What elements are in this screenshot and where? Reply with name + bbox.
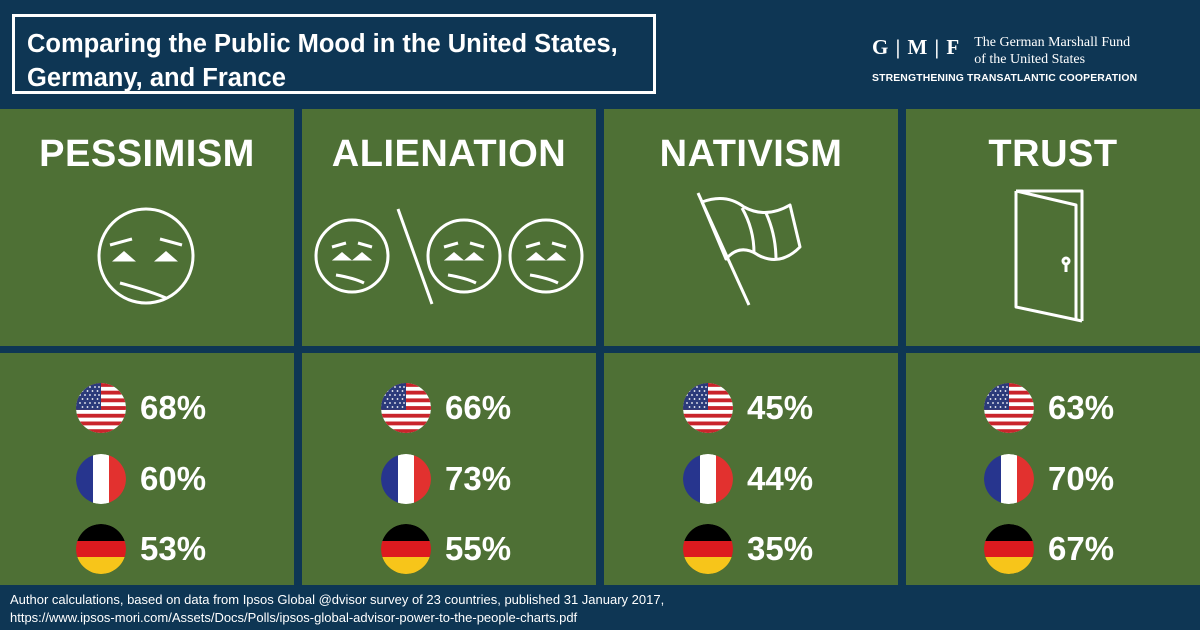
trust-header-panel: TRUST <box>906 109 1200 346</box>
us-flag-icon <box>76 383 126 433</box>
value-row-germany: 53% <box>76 524 206 574</box>
value-row-us: 63% <box>984 383 1114 433</box>
open-door-icon <box>1014 189 1084 323</box>
germany-flag-icon <box>76 524 126 574</box>
value-germany: 67% <box>1048 530 1115 567</box>
gmf-name-line2: of the United States <box>974 52 1086 67</box>
sad-face-icon <box>97 207 195 305</box>
value-us: 63% <box>1048 389 1115 426</box>
value-france: 44% <box>747 460 814 497</box>
alienated-faces-icon <box>314 208 584 305</box>
value-germany: 53% <box>140 530 207 567</box>
page-title-line2: Germany, and France <box>27 64 286 92</box>
value-france: 73% <box>445 460 512 497</box>
germany-flag-icon <box>683 524 733 574</box>
value-row-germany: 55% <box>381 524 511 574</box>
value-us: 45% <box>747 389 814 426</box>
value-row-us: 66% <box>381 383 511 433</box>
waving-flag-icon <box>696 192 802 306</box>
us-flag-icon <box>381 383 431 433</box>
value-germany: 55% <box>445 530 512 567</box>
nativism-header-panel: NATIVISM <box>604 109 898 346</box>
france-flag-icon <box>683 454 733 504</box>
value-row-us: 68% <box>76 383 206 433</box>
value-row-germany: 67% <box>984 524 1114 574</box>
category-title-alienation: ALIENATION <box>331 133 567 175</box>
nativism-values-panel: 45% 44% 35% <box>604 353 898 585</box>
germany-flag-icon <box>984 524 1034 574</box>
gmf-brand: G | M | F The German Marshall Fund of th… <box>872 34 1172 84</box>
category-title-pessimism: PESSIMISM <box>39 133 255 175</box>
germany-flag-icon <box>381 524 431 574</box>
us-flag-icon <box>984 383 1034 433</box>
gmf-name-line1: The German Marshall Fund <box>974 35 1131 50</box>
page-title-line1: Comparing the Public Mood in the United … <box>27 30 618 58</box>
gmf-tagline: STRENGTHENING TRANSATLANTIC COOPERATION <box>872 73 1138 84</box>
category-title-trust: TRUST <box>988 133 1118 175</box>
france-flag-icon <box>76 454 126 504</box>
value-row-france: 73% <box>381 454 511 504</box>
value-france: 60% <box>140 460 207 497</box>
value-row-france: 60% <box>76 454 206 504</box>
alienation-header-panel: ALIENATION <box>302 109 596 346</box>
value-france: 70% <box>1048 460 1115 497</box>
france-flag-icon <box>381 454 431 504</box>
value-germany: 35% <box>747 530 814 567</box>
value-us: 66% <box>445 389 512 426</box>
source-footnote: Author calculations, based on data from … <box>10 591 664 627</box>
value-us: 68% <box>140 389 207 426</box>
value-row-us: 45% <box>683 383 813 433</box>
title-box: Comparing the Public Mood in the United … <box>12 14 656 94</box>
value-row-france: 44% <box>683 454 813 504</box>
gmf-name: The German Marshall Fund of the United S… <box>974 34 1130 68</box>
category-title-nativism: NATIVISM <box>659 133 843 175</box>
value-row-germany: 35% <box>683 524 813 574</box>
trust-values-panel: 63% 70% 67% <box>906 353 1200 585</box>
gmf-logo: G | M | F <box>872 35 961 59</box>
alienation-values-panel: 66% 73% 55% <box>302 353 596 585</box>
pessimism-values-panel: 68% 60% 53% <box>0 353 294 585</box>
footnote-url: https://www.ipsos-mori.com/Assets/Docs/P… <box>10 610 578 625</box>
pessimism-header-panel: PESSIMISM <box>0 109 294 346</box>
footnote-line1: Author calculations, based on data from … <box>10 592 665 607</box>
france-flag-icon <box>984 454 1034 504</box>
value-row-france: 70% <box>984 454 1114 504</box>
us-flag-icon <box>683 383 733 433</box>
